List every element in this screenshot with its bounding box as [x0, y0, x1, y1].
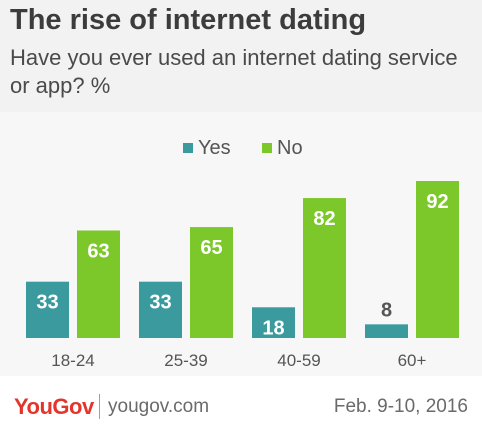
bar-no-25-39	[190, 227, 233, 338]
data-label-yes-60+: 8	[381, 299, 392, 321]
legend-swatch-yes	[183, 143, 193, 153]
legend-label-yes: Yes	[198, 137, 231, 159]
category-label-25-39: 25-39	[164, 351, 207, 370]
bar-no-18-24	[77, 230, 120, 338]
bar-no-60+	[416, 181, 459, 338]
category-label-40-59: 40-59	[277, 351, 320, 370]
data-label-no-60+: 92	[426, 191, 448, 213]
data-label-yes-40-59: 18	[262, 317, 284, 339]
category-label-18-24: 18-24	[51, 351, 94, 370]
data-label-no-25-39: 65	[200, 237, 222, 259]
chart-header: The rise of internet dating Have you eve…	[0, 0, 482, 112]
bar-no-40-59	[303, 198, 346, 338]
data-label-yes-25-39: 33	[149, 292, 171, 314]
bar-yes-25-39	[139, 281, 182, 338]
bar-chart: Yes No 33 63 18-24 33 65 25-39 18 82 40-59 8 92 60+	[26, 137, 459, 370]
legend-label-no: No	[277, 137, 303, 159]
bar-yes-40-59	[252, 307, 295, 338]
data-label-yes-18-24: 33	[36, 292, 58, 314]
yougov-logo: YouGov	[14, 394, 94, 419]
bar-yes-60+	[365, 324, 408, 338]
bar-yes-18-24	[26, 281, 69, 338]
footer-website: yougov.com	[108, 396, 210, 417]
chart-subtitle: Have you ever used an internet dating se…	[10, 45, 458, 98]
chart-title: The rise of internet dating	[10, 4, 367, 36]
data-label-no-40-59: 82	[313, 208, 335, 230]
category-label-60+: 60+	[398, 351, 427, 370]
footer-divider	[99, 394, 100, 419]
footer-date: Feb. 9-10, 2016	[333, 396, 468, 417]
data-label-no-18-24: 63	[87, 240, 109, 262]
legend-swatch-no	[262, 143, 272, 153]
